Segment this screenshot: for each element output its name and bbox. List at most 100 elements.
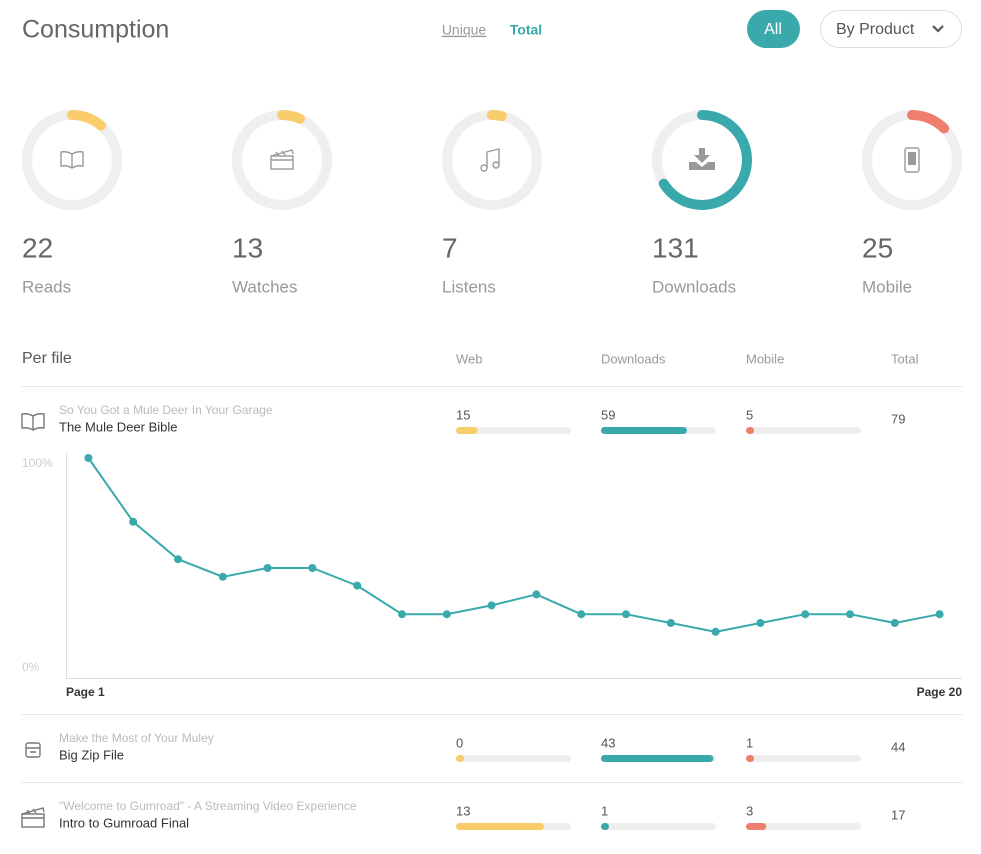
box-icon (25, 742, 41, 758)
x-tick-label: Page 1 (66, 685, 105, 699)
data-point (622, 610, 630, 619)
stat-value: 25 (862, 232, 893, 263)
data-point (487, 601, 496, 610)
toggle-total[interactable]: Total (510, 22, 542, 38)
data-point (398, 610, 406, 619)
table-title: Per file (22, 350, 72, 367)
column-header: Downloads (601, 351, 666, 366)
column-header: Mobile (746, 351, 784, 366)
data-point (711, 627, 720, 636)
metric-bar (746, 755, 754, 762)
metric-value: 59 (601, 407, 615, 422)
download-icon (689, 148, 715, 170)
film-icon (270, 149, 294, 170)
bar-track (746, 823, 861, 830)
y-tick-label: 100% (22, 456, 53, 470)
x-tick-label: Page 20 (917, 685, 963, 699)
page-title: Consumption (22, 16, 169, 44)
icon-part (689, 162, 715, 170)
data-line (87, 457, 940, 633)
icon-part (694, 148, 710, 163)
bar-track (746, 427, 861, 434)
metric-value: 3 (746, 803, 753, 818)
metric-bar (456, 427, 478, 434)
row-total: 44 (891, 739, 905, 754)
icon-part (492, 161, 500, 169)
bar-track (456, 427, 571, 434)
file-name: Intro to Gumroad Final (59, 815, 189, 830)
metric-value: 1 (601, 803, 608, 818)
data-point (577, 610, 586, 619)
metric-bar (601, 823, 609, 830)
stat-label: Reads (22, 277, 71, 296)
stat-label: Listens (442, 277, 496, 296)
column-header: Total (891, 351, 919, 366)
data-point (935, 610, 944, 619)
donut-arc (907, 110, 950, 134)
stat-label: Mobile (862, 277, 912, 296)
icon-part (486, 148, 500, 168)
metric-bar (456, 755, 464, 762)
donut-arc (658, 110, 752, 210)
file-subtitle: Make the Most of Your Muley (59, 731, 214, 745)
dropdown-label[interactable]: By Product (836, 21, 915, 38)
icon-part (270, 149, 294, 161)
data-point (666, 619, 675, 627)
bar-track (456, 755, 571, 762)
icon-part (25, 742, 41, 758)
data-point (442, 610, 451, 619)
icon-part (60, 151, 84, 169)
all-button-label[interactable]: All (764, 21, 782, 38)
by-product-dropdown[interactable] (820, 10, 962, 48)
data-point (353, 581, 362, 590)
icon-part (21, 413, 45, 431)
metric-value: 15 (456, 407, 470, 422)
music-icon (480, 148, 500, 172)
data-point (308, 564, 317, 572)
icon-part (480, 164, 488, 172)
donut-arc (277, 110, 306, 124)
phone-icon (904, 147, 920, 173)
data-point (756, 619, 765, 627)
metric-bar (456, 823, 544, 830)
data-point (129, 517, 138, 526)
metric-bar (746, 427, 754, 434)
donut-arc (67, 110, 106, 131)
stat-value: 13 (232, 232, 263, 263)
stat-value: 22 (22, 232, 53, 263)
metric-bar (601, 755, 714, 762)
icon-part (908, 152, 916, 165)
metric-value: 13 (456, 803, 470, 818)
data-point (890, 619, 899, 627)
row-total: 17 (891, 807, 905, 822)
data-point (263, 564, 272, 572)
toggle-unique[interactable]: Unique (442, 22, 487, 38)
metric-value: 1 (746, 735, 753, 750)
metric-bar (601, 427, 687, 434)
icon-part (270, 155, 294, 170)
bar-track (601, 823, 716, 830)
data-point (801, 610, 810, 619)
metric-value: 5 (746, 407, 753, 422)
column-header: Web (456, 351, 483, 366)
metric-value: 0 (456, 735, 463, 750)
file-subtitle: "Welcome to Gumroad" - A Streaming Video… (59, 799, 357, 813)
bar-track (746, 755, 861, 762)
film-icon (21, 807, 45, 828)
all-button[interactable] (747, 10, 800, 48)
data-point (532, 590, 541, 599)
icon-part (21, 807, 45, 819)
book-icon (21, 413, 45, 431)
y-tick-label: 0% (22, 660, 40, 674)
metric-bar (746, 823, 767, 830)
metric-value: 43 (601, 735, 615, 750)
donut-arc (487, 110, 507, 122)
data-point (846, 610, 854, 619)
file-subtitle: So You Got a Mule Deer In Your Garage (59, 403, 273, 417)
data-point (174, 555, 182, 564)
stat-value: 131 (652, 232, 699, 263)
icon-part (26, 747, 40, 753)
row-total: 79 (891, 411, 905, 426)
